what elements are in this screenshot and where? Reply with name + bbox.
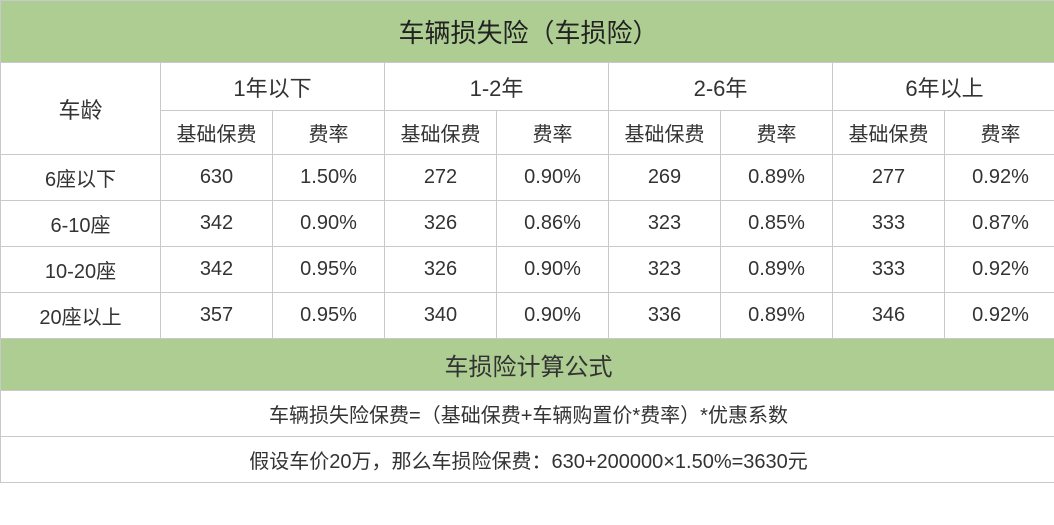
cell: 326 [385,247,497,293]
cell: 0.90% [497,155,609,201]
cell: 0.87% [945,201,1054,247]
formula-title-row: 车损险计算公式 [1,339,1054,391]
sub-header-base-2: 基础保费 [609,111,721,155]
cell: 0.90% [497,247,609,293]
cell: 333 [833,201,945,247]
cell: 333 [833,247,945,293]
cell: 357 [161,293,273,339]
table-title: 车辆损失险（车损险） [1,1,1054,63]
table-row: 20座以上 357 0.95% 340 0.90% 336 0.89% 346 … [1,293,1054,339]
cell: 0.95% [273,247,385,293]
cell: 0.89% [721,155,833,201]
cell: 336 [609,293,721,339]
cell: 0.92% [945,247,1054,293]
cell: 342 [161,247,273,293]
formula-text-2: 假设车价20万，那么车损险保费：630+200000×1.50%=3630元 [1,437,1054,483]
insurance-table: 车辆损失险（车损险） 车龄 1年以下 1-2年 2-6年 6年以上 基础保费 费… [0,0,1054,483]
age-group-1: 1-2年 [385,63,609,111]
formula-row-2: 假设车价20万，那么车损险保费：630+200000×1.50%=3630元 [1,437,1054,483]
cell: 346 [833,293,945,339]
age-group-3: 6年以上 [833,63,1054,111]
sub-header-rate-0: 费率 [273,111,385,155]
cell: 630 [161,155,273,201]
cell: 0.89% [721,247,833,293]
cell: 272 [385,155,497,201]
table-row: 6座以下 630 1.50% 272 0.90% 269 0.89% 277 0… [1,155,1054,201]
age-group-0: 1年以下 [161,63,385,111]
row-label: 6座以下 [1,155,161,201]
cell: 0.86% [497,201,609,247]
cell: 269 [609,155,721,201]
row-label-header: 车龄 [1,63,161,155]
cell: 0.92% [945,293,1054,339]
cell: 0.90% [273,201,385,247]
sub-header-rate-2: 费率 [721,111,833,155]
sub-header-base-1: 基础保费 [385,111,497,155]
cell: 0.95% [273,293,385,339]
cell: 1.50% [273,155,385,201]
header-row-age-groups: 车龄 1年以下 1-2年 2-6年 6年以上 [1,63,1054,111]
formula-title: 车损险计算公式 [1,339,1054,391]
title-row: 车辆损失险（车损险） [1,1,1054,63]
cell: 323 [609,201,721,247]
sub-header-base-0: 基础保费 [161,111,273,155]
cell: 342 [161,201,273,247]
formula-text-1: 车辆损失险保费=（基础保费+车辆购置价*费率）*优惠系数 [1,391,1054,437]
cell: 326 [385,201,497,247]
cell: 277 [833,155,945,201]
sub-header-rate-3: 费率 [945,111,1054,155]
cell: 323 [609,247,721,293]
table-row: 6-10座 342 0.90% 326 0.86% 323 0.85% 333 … [1,201,1054,247]
age-group-2: 2-6年 [609,63,833,111]
cell: 0.90% [497,293,609,339]
sub-header-base-3: 基础保费 [833,111,945,155]
cell: 0.92% [945,155,1054,201]
row-label: 10-20座 [1,247,161,293]
formula-row-1: 车辆损失险保费=（基础保费+车辆购置价*费率）*优惠系数 [1,391,1054,437]
sub-header-rate-1: 费率 [497,111,609,155]
row-label: 6-10座 [1,201,161,247]
row-label: 20座以上 [1,293,161,339]
cell: 0.89% [721,293,833,339]
cell: 340 [385,293,497,339]
cell: 0.85% [721,201,833,247]
table-row: 10-20座 342 0.95% 326 0.90% 323 0.89% 333… [1,247,1054,293]
